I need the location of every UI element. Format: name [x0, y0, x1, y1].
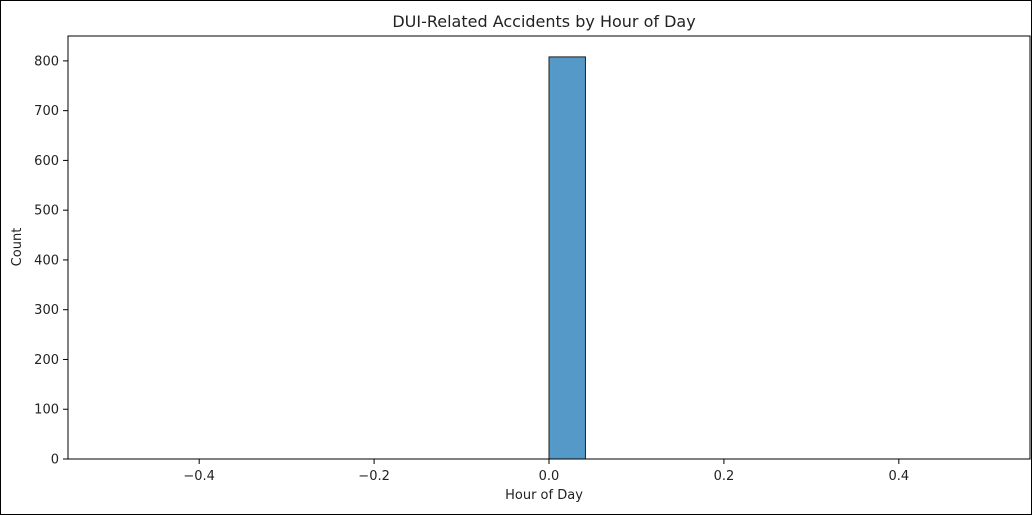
- y-tick-label: 700: [34, 104, 59, 119]
- y-tick-label: 600: [34, 154, 59, 169]
- x-tick-label: 0.2: [714, 469, 735, 484]
- y-tick-label: 500: [34, 204, 59, 219]
- y-axis-ticks: 0 100 200 300 400 500 600 700 800: [34, 54, 68, 468]
- y-tick-label: 400: [34, 253, 59, 268]
- histogram-bar: [548, 56, 586, 460]
- chart-title: DUI-Related Accidents by Hour of Day: [392, 12, 695, 31]
- y-tick-label: 0: [51, 453, 59, 468]
- x-axis-title: Hour of Day: [505, 488, 583, 503]
- y-tick-label: 300: [34, 303, 59, 318]
- x-tick-label: −0.4: [183, 469, 215, 484]
- y-axis-title: Count: [10, 228, 25, 267]
- x-tick-label: −0.2: [358, 469, 390, 484]
- x-tick-label: 0.0: [539, 469, 560, 484]
- x-tick-label: 0.4: [888, 469, 909, 484]
- y-tick-label: 800: [34, 54, 59, 69]
- x-axis-ticks: −0.4 −0.2 0.0 0.2 0.4: [183, 459, 909, 484]
- y-tick-label: 200: [34, 353, 59, 368]
- histogram-bars: [548, 56, 586, 460]
- y-tick-label: 100: [34, 403, 59, 418]
